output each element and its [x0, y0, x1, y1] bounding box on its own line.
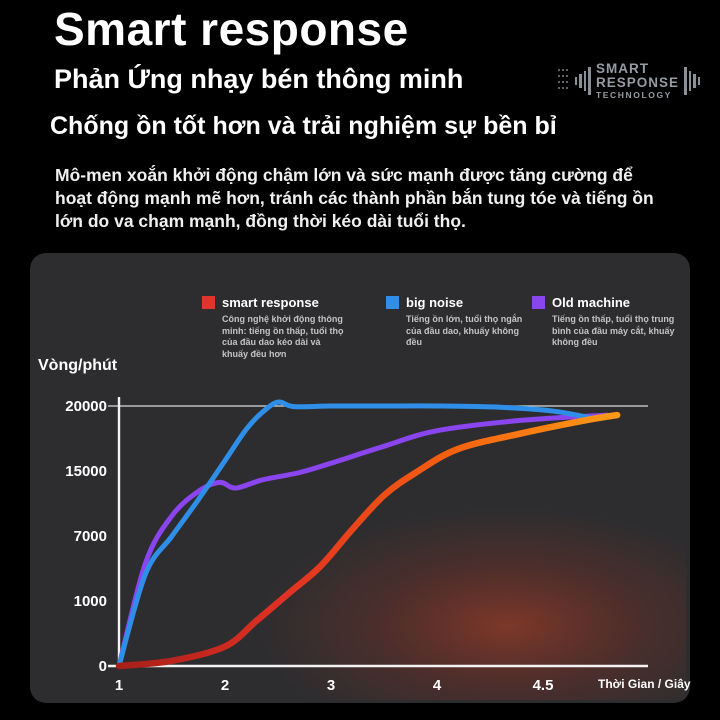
svg-text:4.5: 4.5	[533, 677, 554, 694]
legend-item-big-noise: big noise Tiếng ồn lớn, tuổi thọ ngắn củ…	[386, 295, 536, 349]
svg-text:1: 1	[115, 677, 123, 694]
legend-name: big noise	[406, 295, 464, 310]
chart-panel: smart response Công nghệ khởi động thông…	[30, 253, 691, 703]
legend-swatch-purple	[532, 296, 545, 309]
legend-note: Tiếng ồn thấp, tuổi thọ trung bình của đ…	[552, 314, 675, 348]
legend-item-old-machine: Old machine Tiếng ồn thấp, tuổi thọ trun…	[532, 295, 686, 349]
logo-line-3: TECHNOLOGY	[595, 89, 672, 100]
description: Mô-men xoắn khởi động chậm lớn và sức mạ…	[55, 165, 654, 232]
svg-text:1000: 1000	[74, 593, 107, 610]
x-axis-label: Thời Gian / Giây	[598, 677, 691, 691]
legend-name: Old machine	[552, 295, 631, 310]
svg-text:0: 0	[99, 658, 107, 675]
svg-text:4: 4	[433, 677, 442, 694]
legend-note: Công nghệ khởi động thông minh: tiếng ồn…	[222, 314, 344, 360]
smart-response-logo: SMART RESPONSE TECHNOLOGY	[557, 62, 700, 99]
svg-text:15000: 15000	[65, 463, 107, 480]
page-title: Smart response	[54, 3, 409, 55]
legend-item-smart-response: smart response Công nghệ khởi động thông…	[202, 295, 360, 361]
svg-text:7000: 7000	[74, 528, 107, 545]
svg-text:2: 2	[221, 677, 229, 694]
tagline: Chống ồn tốt hơn và trải nghiệm sự bền b…	[50, 112, 557, 140]
logo-equalizer-left-icon	[574, 64, 591, 98]
svg-text:20000: 20000	[65, 398, 107, 415]
legend-note: Tiếng ồn lớn, tuổi thọ ngắn của đầu dao,…	[406, 314, 523, 348]
rpm-line-chart: 0 1000 7000 15000 20000 1 2 3 4 4.5	[65, 397, 686, 700]
legend-swatch-red	[202, 296, 215, 309]
y-axis-label: Vòng/phút	[38, 357, 118, 374]
logo-dots-icon	[557, 68, 570, 93]
logo-equalizer-right-icon	[684, 64, 700, 98]
svg-text:3: 3	[327, 677, 335, 694]
logo-line-1: SMART	[595, 61, 649, 76]
subtitle: Phản Ứng nhạy bén thông minh	[54, 64, 464, 94]
legend-swatch-blue	[386, 296, 399, 309]
legend-name: smart response	[222, 295, 319, 310]
logo-text: SMART RESPONSE TECHNOLOGY	[596, 62, 679, 99]
logo-line-2: RESPONSE	[595, 74, 679, 90]
